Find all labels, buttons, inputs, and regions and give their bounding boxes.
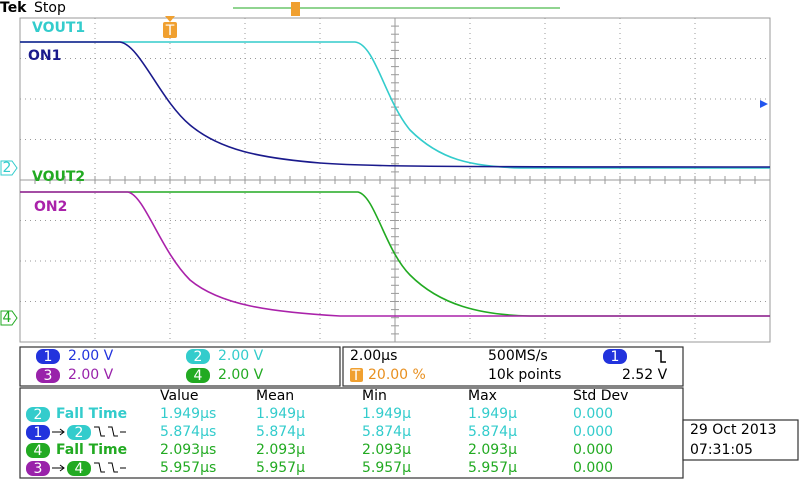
trigger-marker-label: T xyxy=(165,23,175,39)
measurement-value: 1.949µ xyxy=(362,406,411,422)
measurement-value: 2.093µs xyxy=(160,442,216,458)
measurement-value: 2.093µ xyxy=(362,442,411,458)
source-badge xyxy=(26,461,50,476)
trigger-source-badge xyxy=(603,349,627,364)
timebase: 2.00µs xyxy=(350,348,397,364)
channel-badge xyxy=(186,349,210,364)
ch4-ground-label: 4 xyxy=(3,310,12,326)
edge-symbol xyxy=(94,462,126,473)
channel-scale: 2.00 V xyxy=(218,367,264,383)
source-badge-label: 3 xyxy=(34,461,43,477)
sample-rate: 500MS/s xyxy=(488,348,548,364)
trace-label: ON1 xyxy=(28,48,61,64)
trigger-position-icon xyxy=(350,368,363,382)
measurement-value: 1.949µs xyxy=(160,406,216,422)
trace-vout1 xyxy=(20,41,770,169)
column-header: Mean xyxy=(256,388,294,404)
channel-badge xyxy=(36,368,60,383)
measurement-value: 0.000 xyxy=(573,460,613,476)
channel-badge xyxy=(186,368,210,383)
source-badge xyxy=(26,443,50,458)
measurement-value: 0.000 xyxy=(573,424,613,440)
measurement-value: 5.957µ xyxy=(362,460,411,476)
measurement-panel xyxy=(19,387,684,479)
measurement-label: Fall Time xyxy=(56,442,127,458)
column-header: Min xyxy=(362,388,387,404)
source-badge xyxy=(26,425,50,440)
trigger-marker xyxy=(163,22,177,38)
measurement-value: 5.957µs xyxy=(160,460,216,476)
measurement-label: Fall Time xyxy=(56,406,127,422)
record-marker xyxy=(291,2,300,16)
measurement-value: 5.957µ xyxy=(468,460,517,476)
measurement-value: 0.000 xyxy=(573,442,613,458)
measurement-value: 5.874µ xyxy=(468,424,517,440)
trace-label: VOUT1 xyxy=(32,20,85,36)
trace-on1 xyxy=(20,41,771,168)
target-badge xyxy=(67,425,91,440)
trigger-slope xyxy=(655,350,666,363)
edge-symbol xyxy=(94,426,126,437)
channel-scale: 2.00 V xyxy=(218,348,264,364)
trace-vout2 xyxy=(20,191,770,317)
trigger-arrow xyxy=(165,16,175,22)
channel-scale: 2.00 V xyxy=(68,367,114,383)
channel-badge-label: 2 xyxy=(194,349,203,365)
source-badge-label: 2 xyxy=(34,407,43,423)
source-badge-label: 4 xyxy=(34,443,43,459)
target-badge-label: 4 xyxy=(75,461,84,477)
trigger-level: 2.52 V xyxy=(622,367,668,383)
column-header: Std Dev xyxy=(573,388,628,404)
record-length: 10k points xyxy=(488,367,561,383)
target-badge xyxy=(67,461,91,476)
trace-on2 xyxy=(20,191,771,318)
measurement-value: 2.093µ xyxy=(256,442,305,458)
status: Stop xyxy=(34,0,66,16)
measurement-value: 2.093µ xyxy=(468,442,517,458)
time: 07:31:05 xyxy=(690,442,753,458)
measurement-value: 1.949µ xyxy=(468,406,517,422)
source-badge xyxy=(26,407,50,422)
graticule-frame xyxy=(19,17,771,343)
channel-badge-label: 4 xyxy=(194,368,203,384)
measurement-value: 5.874µs xyxy=(160,424,216,440)
trigger-position-icon-label: T xyxy=(351,368,361,384)
measurement-value: 5.874µ xyxy=(362,424,411,440)
delay-arrow xyxy=(52,464,65,472)
ch2-ground-marker xyxy=(0,160,18,176)
target-badge-label: 2 xyxy=(75,425,84,441)
trigger-source-badge-label: 1 xyxy=(611,349,620,365)
ch2-ground-label: 2 xyxy=(3,160,12,176)
channel-badge-label: 3 xyxy=(44,368,53,384)
measurement-value: 5.874µ xyxy=(256,424,305,440)
trace-label: ON2 xyxy=(34,199,67,215)
trigger-level-arrow xyxy=(760,100,768,108)
trace-label: VOUT2 xyxy=(32,169,85,185)
trigger-position: 20.00 % xyxy=(368,367,426,383)
ch4-ground-marker xyxy=(0,310,18,326)
graticule xyxy=(19,17,771,342)
delay-arrow xyxy=(52,428,65,436)
datetime-panel xyxy=(682,419,799,461)
measurement-value: 0.000 xyxy=(573,406,613,422)
column-header: Max xyxy=(468,388,497,404)
brand: Tek xyxy=(0,0,27,16)
source-badge-label: 1 xyxy=(34,425,43,441)
channel-badge-label: 1 xyxy=(44,349,53,365)
measurement-value: 5.957µ xyxy=(256,460,305,476)
column-header: Value xyxy=(160,388,198,404)
date: 29 Oct 2013 xyxy=(690,422,777,438)
channel-panel xyxy=(19,346,341,387)
measurement-value: 1.949µ xyxy=(256,406,305,422)
channel-scale: 2.00 V xyxy=(68,348,114,364)
channel-badge xyxy=(36,349,60,364)
